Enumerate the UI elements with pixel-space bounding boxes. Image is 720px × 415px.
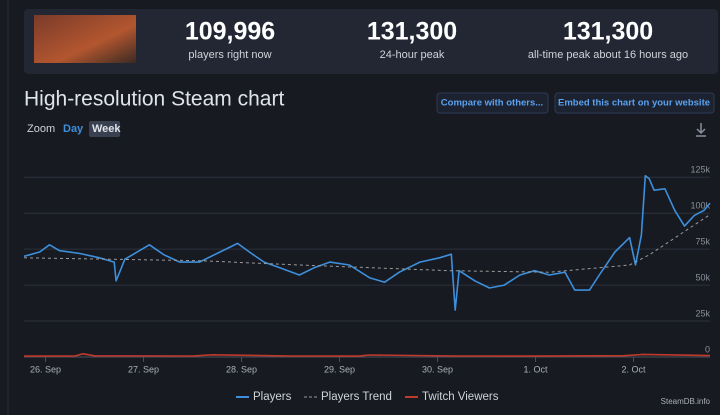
button[interactable] (436, 92, 549, 114)
x-tick-label: 28. Sep (226, 364, 257, 374)
zoom-option[interactable]: Week (92, 123, 121, 135)
stat-value: 109,996 (185, 18, 275, 46)
y-tick-label: 100k (690, 201, 710, 211)
zoom-option[interactable]: Day (63, 123, 84, 135)
credit: SteamDB.info (661, 397, 711, 406)
button-label[interactable]: Compare with others... (441, 98, 543, 109)
download-icon[interactable] (696, 123, 706, 137)
y-tick-label: 0 (705, 344, 710, 354)
header-panel (24, 9, 718, 74)
zoom-selected[interactable] (89, 121, 120, 137)
button[interactable] (554, 92, 715, 114)
stat-label: all-time peak about 16 hours ago (528, 49, 688, 61)
zoom-label: Zoom (27, 123, 55, 135)
button-label[interactable]: Embed this chart on your website (558, 98, 710, 109)
series-line (23, 214, 711, 273)
x-tick-label: 1. Oct (524, 364, 549, 374)
section-title: High-resolution Steam chart (24, 88, 284, 111)
game-image (34, 15, 136, 63)
y-tick-label: 125k (690, 165, 710, 175)
y-tick-label: 50k (695, 272, 710, 282)
series-line (23, 175, 711, 311)
stat-value: 131,300 (563, 18, 653, 46)
x-tick-label: 30. Sep (422, 364, 453, 374)
legend-label: Twitch Viewers (422, 391, 499, 403)
x-tick-label: 27. Sep (128, 364, 159, 374)
x-tick-label: 29. Sep (324, 364, 355, 374)
stat-value: 131,300 (367, 18, 457, 46)
plot: 0 25k 50k 75k 100k 125k 26. Sep 27. Sep 28. Sep 2… (23, 165, 711, 403)
y-tick-label: 25k (695, 308, 710, 318)
y-tick-label: 75k (695, 237, 710, 247)
stat-label: 24-hour peak (380, 49, 445, 61)
series-line (23, 353, 711, 357)
stat-label: players right now (188, 49, 271, 61)
legend-label: Players Trend (321, 391, 392, 403)
legend-label: Players (253, 391, 292, 403)
x-tick-label: 2. Oct (622, 364, 647, 374)
x-tick-label: 26. Sep (30, 364, 61, 374)
